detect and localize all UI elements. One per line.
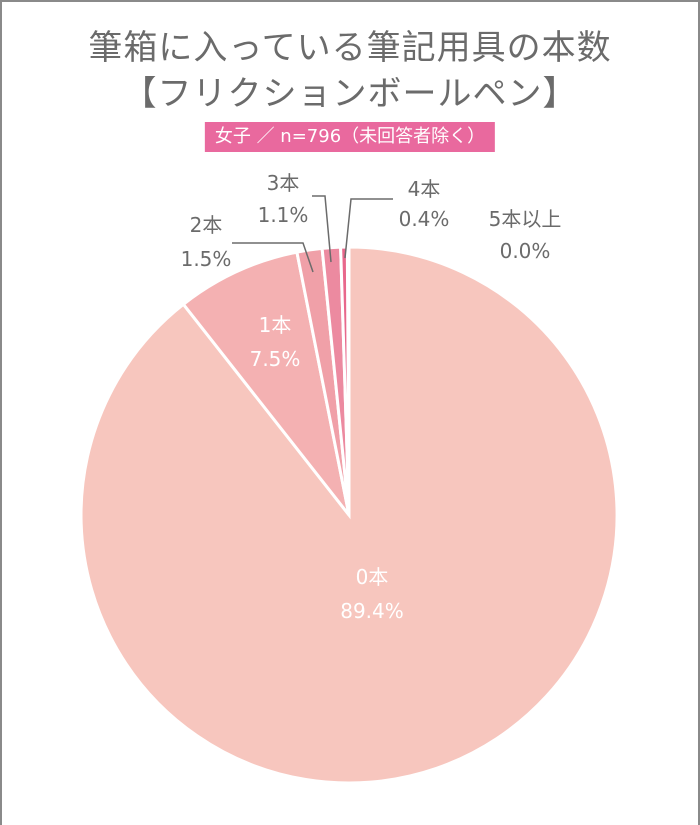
label-4-hon-value: 0.4% [399, 207, 450, 231]
label-0-hon-name: 0本 [356, 565, 389, 589]
label-1-hon-name: 1本 [259, 313, 292, 337]
label-5plus-hon-name: 5本以上 [489, 207, 562, 231]
chart-title-line1: 筆箱に入っている筆記用具の本数 [88, 28, 612, 68]
leader-line-4-hon [344, 198, 393, 259]
label-0-hon-value: 89.4% [340, 599, 404, 623]
label-5plus-hon-value: 0.0% [500, 239, 551, 263]
leader-line-2-hon [232, 242, 314, 273]
label-2-hon-name: 2本 [190, 213, 223, 237]
slice-4-hon [339, 245, 351, 516]
leader-line-3-hon [312, 195, 332, 263]
label-2-hon-value: 1.5% [181, 247, 232, 271]
sample-size-badge: 女子 ／ n=796（未回答者除く） [204, 122, 496, 152]
label-3-hon-name: 3本 [267, 171, 300, 195]
chart-title-line2: 【フリクションボールペン】 [122, 74, 578, 114]
slice-1-hon [181, 250, 351, 516]
label-4-hon-name: 4本 [408, 177, 441, 201]
label-1-hon-value: 7.5% [250, 347, 301, 371]
label-3-hon-value: 1.1% [258, 203, 309, 227]
